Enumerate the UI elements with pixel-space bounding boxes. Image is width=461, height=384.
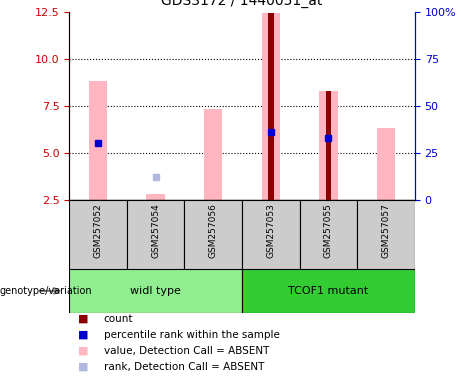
Text: GSM257054: GSM257054	[151, 203, 160, 258]
Text: ■: ■	[78, 346, 89, 356]
Text: percentile rank within the sample: percentile rank within the sample	[104, 330, 280, 340]
Bar	[184, 200, 242, 269]
Bar	[146, 194, 165, 200]
Bar	[69, 269, 242, 313]
Text: GSM257055: GSM257055	[324, 203, 333, 258]
Text: TCOF1 mutant: TCOF1 mutant	[288, 286, 369, 296]
Text: GSM257056: GSM257056	[209, 203, 218, 258]
Text: value, Detection Call = ABSENT: value, Detection Call = ABSENT	[104, 346, 269, 356]
Bar	[325, 91, 331, 200]
Title: GDS3172 / 1440051_at: GDS3172 / 1440051_at	[161, 0, 323, 8]
Bar	[204, 109, 222, 200]
Text: widl type: widl type	[130, 286, 181, 296]
Bar	[127, 200, 184, 269]
Bar	[300, 200, 357, 269]
Text: GSM257057: GSM257057	[382, 203, 390, 258]
Bar	[242, 200, 300, 269]
Text: ■: ■	[78, 362, 89, 372]
Text: genotype/variation: genotype/variation	[0, 286, 93, 296]
Bar	[261, 13, 280, 200]
Bar	[242, 269, 415, 313]
Text: ■: ■	[78, 330, 89, 340]
Text: ■: ■	[78, 314, 89, 324]
Bar	[319, 91, 337, 200]
Text: count: count	[104, 314, 133, 324]
Bar	[377, 128, 395, 200]
Bar	[89, 81, 107, 200]
Bar	[357, 200, 415, 269]
Text: GSM257052: GSM257052	[94, 203, 102, 258]
Bar	[268, 13, 274, 200]
Bar	[69, 200, 127, 269]
Text: GSM257053: GSM257053	[266, 203, 275, 258]
Text: rank, Detection Call = ABSENT: rank, Detection Call = ABSENT	[104, 362, 264, 372]
